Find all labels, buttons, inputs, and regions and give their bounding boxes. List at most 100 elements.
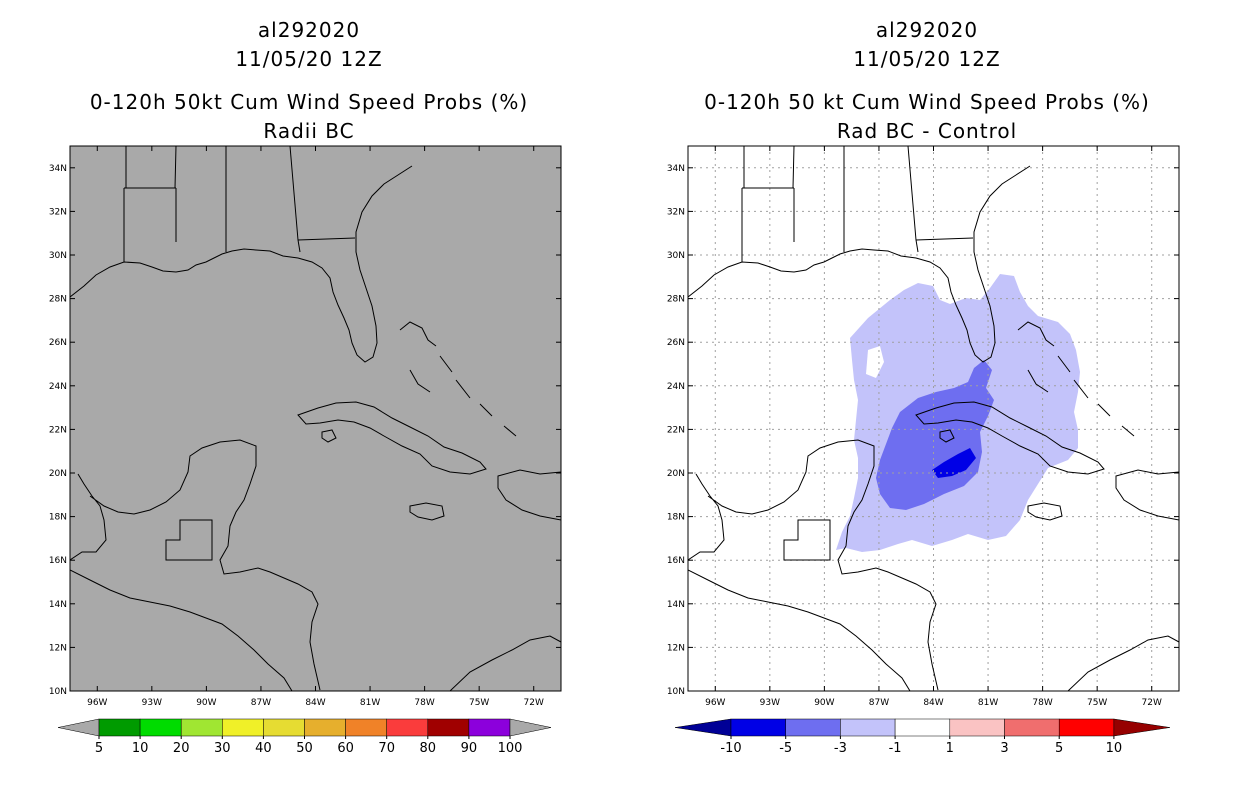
lon-label: 93W <box>142 698 162 708</box>
colorbar-segment <box>222 718 264 737</box>
left-coastlines <box>70 146 561 691</box>
colorbar-segment <box>1058 718 1115 737</box>
lon-label: 90W <box>814 698 834 708</box>
left-storm-id: al292020 <box>257 18 361 42</box>
lat-label: 32N <box>49 207 67 217</box>
lat-label: 20N <box>49 469 67 479</box>
colorbar-label: -3 <box>834 741 847 756</box>
right-coastlines <box>688 146 1179 691</box>
contour-minus5-to-minus10 <box>932 448 976 478</box>
colorbar-label: 1 <box>946 741 954 756</box>
lat-label: 14N <box>667 600 685 610</box>
jamaica <box>409 502 445 521</box>
south-america <box>1067 635 1179 691</box>
colorbar-segment <box>1004 718 1060 737</box>
colorbar-segment <box>98 718 141 737</box>
bahamas <box>399 321 517 437</box>
hispaniola <box>1115 469 1179 521</box>
colorbar-label: 3 <box>1000 741 1008 756</box>
bahamas <box>1017 321 1135 437</box>
right-colorbar: -10 -5 -3 -1 1 3 5 10 <box>674 718 1170 756</box>
lat-label: 18N <box>49 513 67 523</box>
colorbar-segment <box>263 718 305 737</box>
lon-label: 81W <box>978 698 998 708</box>
right-storm-id: al292020 <box>875 18 979 42</box>
lon-label: 84W <box>305 698 325 708</box>
lat-label: 30N <box>667 251 685 261</box>
lat-label: 12N <box>49 643 67 653</box>
colorbar-segment <box>345 718 387 737</box>
colorbar-label: 90 <box>461 741 478 756</box>
lon-label: 90W <box>196 698 216 708</box>
lon-label: 87W <box>869 698 889 708</box>
left-map-background <box>70 146 561 691</box>
lat-label: 18N <box>667 513 685 523</box>
colorbar-label: 10 <box>132 741 149 756</box>
lon-label: 75W <box>469 698 489 708</box>
lon-label: 78W <box>1032 698 1052 708</box>
isla-de-la-juventud <box>321 429 337 443</box>
right-panel: al292020 11/05/20 12Z 0-120h 50 kt Cum W… <box>618 0 1236 800</box>
yucatan-central-america <box>688 439 939 691</box>
isla-de-la-juventud <box>939 429 955 443</box>
left-subtitle: Radii BC <box>263 119 355 143</box>
right-subtitle: Rad BC - Control <box>836 119 1018 143</box>
colorbar-segment <box>894 718 951 737</box>
state-borders <box>741 146 974 262</box>
left-panel: al292020 11/05/20 12Z 0-120h 50kt Cum Wi… <box>49 18 562 756</box>
colorbar-label: 30 <box>214 741 231 756</box>
lon-label: 96W <box>705 698 725 708</box>
colorbar-label: 80 <box>420 741 437 756</box>
us-gulf-coast <box>70 165 413 363</box>
colorbar-segment <box>386 718 429 737</box>
colorbar-label: 5 <box>95 741 103 756</box>
lat-label: 22N <box>667 425 685 435</box>
right-title: 0-120h 50 kt Cum Wind Speed Probs (%) <box>704 90 1150 114</box>
colorbar-high-arrow <box>509 718 552 737</box>
lon-label: 72W <box>524 698 544 708</box>
lat-label: 20N <box>667 469 685 479</box>
lat-label: 14N <box>49 600 67 610</box>
guatemala-border <box>783 519 831 561</box>
colorbar-label: 100 <box>498 741 523 756</box>
right-map: 34N 32N 30N 28N 26N 24N 22N 20N 18N 16N 14N 12N 10N 9… <box>667 145 1180 756</box>
right-grid <box>688 146 1179 691</box>
lat-label: 28N <box>667 295 685 305</box>
lat-label: 10N <box>49 687 67 697</box>
us-gulf-coast <box>688 165 1031 363</box>
lat-label: 26N <box>667 338 685 348</box>
lon-label: 75W <box>1087 698 1107 708</box>
colorbar-segment <box>730 718 786 737</box>
lon-label: 72W <box>1142 698 1162 708</box>
colorbar-label: -1 <box>889 741 902 756</box>
lat-label: 34N <box>49 164 67 174</box>
lon-label: 78W <box>414 698 434 708</box>
right-axis-ticks: 34N 32N 30N 28N 26N 24N 22N 20N 18N 16N 14N 12N 10N 9… <box>667 146 1179 708</box>
contour-patch-small <box>866 346 884 378</box>
lat-label: 24N <box>667 382 685 392</box>
lon-label: 81W <box>360 698 380 708</box>
south-america <box>449 635 561 691</box>
colorbar-label: -5 <box>779 741 792 756</box>
hispaniola <box>497 469 561 521</box>
colorbar-high-arrow <box>1113 718 1170 737</box>
left-datetime: 11/05/20 12Z <box>235 47 383 71</box>
colorbar-label: 5 <box>1055 741 1063 756</box>
guatemala-border <box>165 519 213 561</box>
lat-label: 22N <box>49 425 67 435</box>
lat-label: 16N <box>667 556 685 566</box>
colorbar-label: 10 <box>1106 741 1123 756</box>
state-borders <box>123 146 356 262</box>
lat-label: 30N <box>49 251 67 261</box>
colorbar-label: -10 <box>720 741 741 756</box>
yucatan-central-america <box>70 439 321 691</box>
colorbar-segment <box>468 718 511 737</box>
colorbar-segment <box>785 718 841 737</box>
lat-label: 12N <box>667 643 685 653</box>
colorbar-label: 40 <box>255 741 272 756</box>
lon-label: 93W <box>760 698 780 708</box>
left-colorbar: 5 10 20 30 40 50 60 70 80 90 100 <box>57 718 552 756</box>
lat-label: 32N <box>667 207 685 217</box>
colorbar-label: 20 <box>173 741 190 756</box>
lat-label: 28N <box>49 295 67 305</box>
